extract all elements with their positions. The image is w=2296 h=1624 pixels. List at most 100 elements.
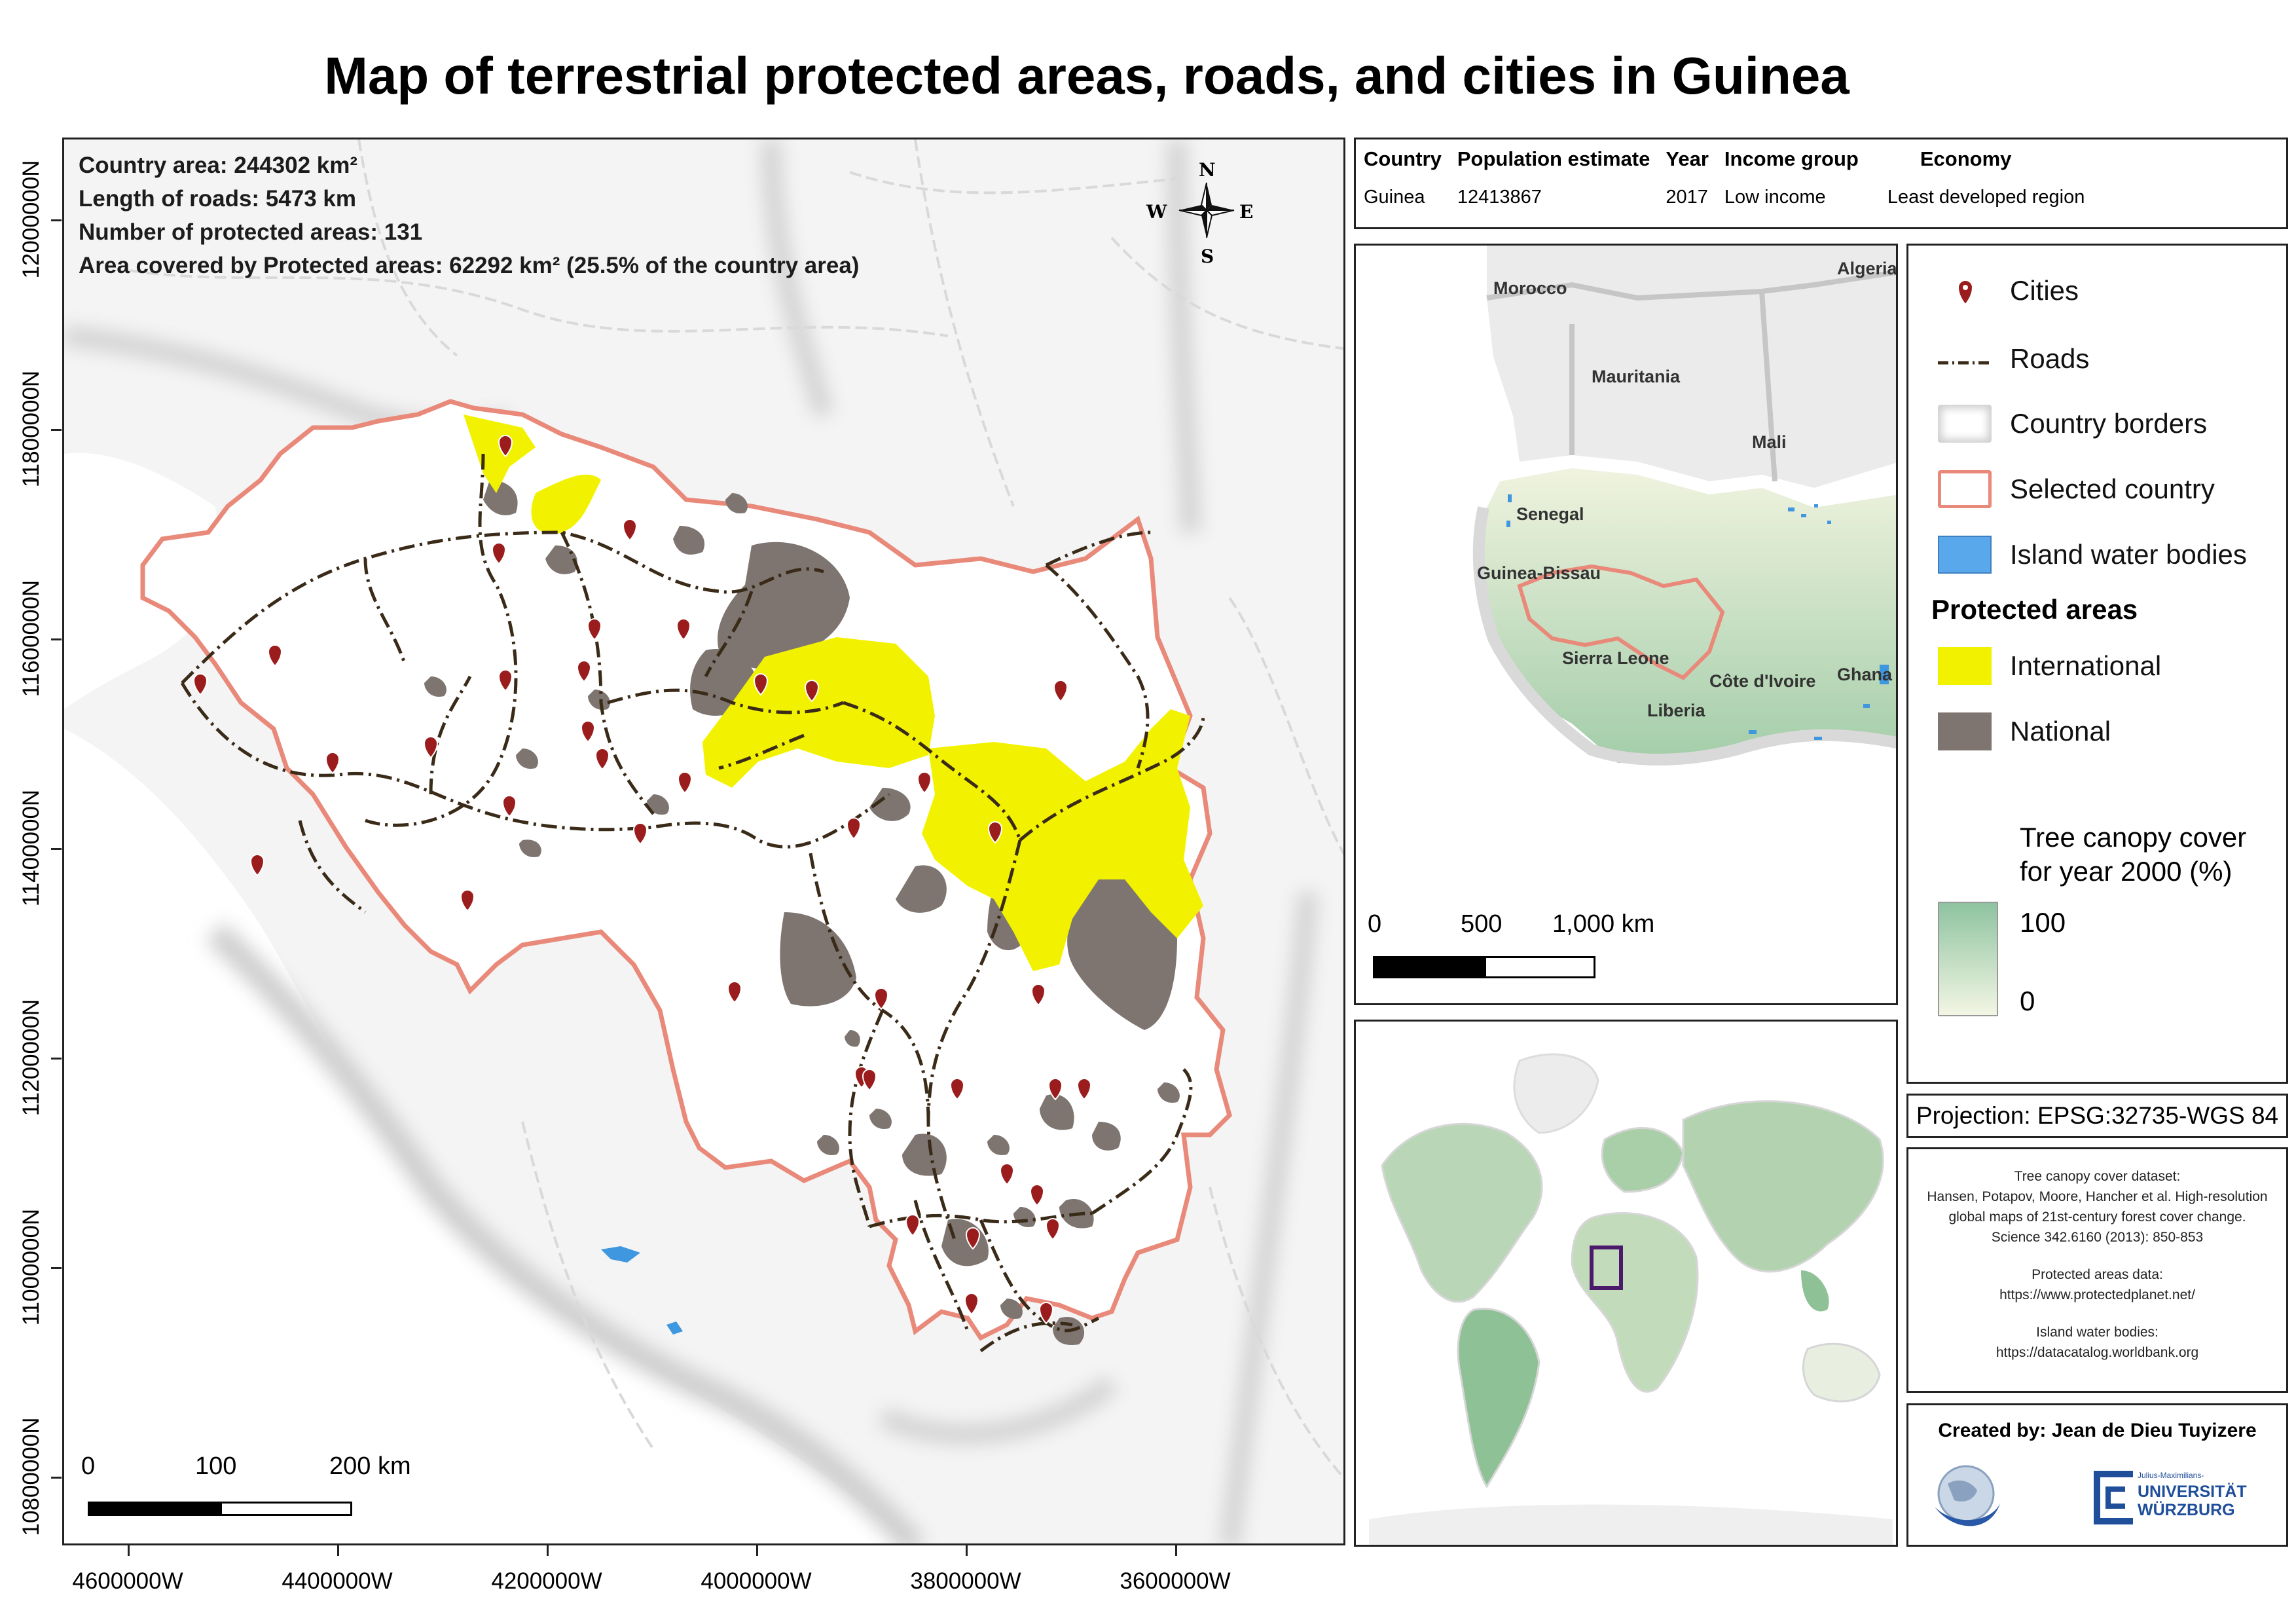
x-tick-mark: [966, 1545, 968, 1556]
compass-e: E: [1239, 201, 1254, 223]
canopy-source-line-2: Hansen, Potapov, Moore, Hancher et al. H…: [1927, 1189, 2268, 1204]
canopy-source-line-1: Tree canopy cover dataset:: [2014, 1169, 2181, 1184]
university-top-text: Julius-Maximilians-: [2138, 1471, 2204, 1480]
island-water-bodies: [601, 1246, 683, 1335]
region-scale-1000: 1,000 km: [1552, 910, 1655, 938]
canopy-source-line-3: global maps of 21st-century forest cover…: [1948, 1209, 2246, 1225]
projection-box: Projection: EPSG:32735-WGS 84: [1906, 1094, 2288, 1138]
compass-w: W: [1146, 201, 1167, 223]
water-source-link[interactable]: https://datacatalog.worldbank.org: [1995, 1345, 2199, 1360]
international-swatch: [1938, 647, 1992, 685]
road-network: [180, 453, 1205, 1353]
blue-water-swatch: [1938, 536, 1992, 574]
canopy-min-label: 0: [2020, 986, 2035, 1016]
protected-count-text: Number of protected areas: 131: [79, 219, 423, 245]
header-country: Country: [1364, 147, 1442, 170]
label-mauritania: Mauritania: [1592, 367, 1681, 386]
x-tick-mark: [756, 1545, 758, 1556]
country-area-text: Country area: 244302 km²: [79, 153, 358, 178]
legend-label-cities: Cities: [2010, 275, 2079, 306]
guinea-country-outline[interactable]: [140, 399, 1232, 1341]
scale-bar: [88, 1502, 352, 1516]
protected-source-line-1: Protected areas data:: [2032, 1267, 2163, 1282]
university-name: UNIVERSITÄT WÜRZBURG: [2138, 1483, 2247, 1519]
y-tick-1: 12000000N: [18, 160, 44, 279]
region-scale-bar: [1373, 956, 1595, 978]
legend-label-selected-country: Selected country: [2010, 473, 2215, 504]
world-locator-map[interactable]: [1354, 1020, 1898, 1547]
header-year: Year: [1666, 147, 1709, 170]
city-marker-icon: [1957, 280, 1974, 306]
x-tick-mark: [128, 1545, 130, 1556]
roads-length-text: Length of roads: 5473 km: [79, 186, 356, 212]
regional-locator-map[interactable]: Morocco Algeria Mauritania Mali Senegal …: [1354, 244, 1898, 1005]
protected-coverage-text: Area covered by Protected areas: 62292 k…: [79, 253, 860, 278]
header-population: Population estimate: [1457, 147, 1650, 170]
y-tick-mark: [51, 1477, 62, 1479]
label-sierra-leone: Sierra Leone: [1562, 648, 1669, 668]
university-name-line-2: WÜRZBURG: [2138, 1501, 2235, 1519]
legend-item-country-borders: Country borders: [1908, 405, 2286, 451]
legend-item-national: National: [1908, 712, 2286, 758]
label-algeria: Algeria: [1837, 259, 1897, 278]
country-statistics: Country area: 244302 km² Length of roads…: [79, 149, 859, 282]
y-tick-6: 11000000N: [18, 1208, 44, 1326]
label-senegal: Senegal: [1516, 504, 1584, 524]
data-sources-box: Tree canopy cover dataset: Hansen, Potap…: [1906, 1147, 2288, 1393]
y-tick-mark: [51, 429, 62, 431]
x-tick-3: 4200000W: [491, 1568, 602, 1594]
compass-rose-icon: [1178, 182, 1235, 238]
region-scale-0: 0: [1368, 910, 1382, 938]
cell-economy: Least developed region: [1887, 187, 2085, 208]
y-tick-mark: [51, 219, 62, 221]
y-tick-7: 10800000N: [18, 1417, 44, 1536]
location-highlight-box: [1590, 1246, 1623, 1290]
legend-item-water: Island water bodies: [1908, 536, 2286, 581]
regional-map-canvas: [1356, 246, 1896, 1003]
x-tick-mark: [337, 1545, 339, 1556]
canopy-gradient-bar: [1938, 902, 1998, 1016]
x-tick-mark: [547, 1545, 549, 1556]
x-tick-2: 4400000W: [282, 1568, 393, 1594]
wuerzburg-logo-icon: [2094, 1471, 2133, 1524]
canopy-title: Tree canopy cover for year 2000 (%): [2020, 821, 2246, 889]
legend-panel: Cities Roads Country borders Selected co…: [1906, 244, 2288, 1084]
legend-protected-heading: Protected areas: [1931, 594, 2138, 625]
main-map[interactable]: Country area: 244302 km² Length of roads…: [62, 138, 1345, 1545]
region-scale-500: 500: [1461, 910, 1503, 938]
national-swatch: [1938, 712, 1992, 750]
scale-label-100: 100: [195, 1452, 237, 1480]
label-ghana: Ghana: [1837, 665, 1893, 684]
label-mali: Mali: [1752, 432, 1787, 452]
label-cote-divoire: Côte d'Ivoire: [1709, 671, 1816, 691]
x-tick-mark: [1175, 1545, 1177, 1556]
red-border-swatch: [1938, 470, 1992, 508]
cell-year: 2017: [1666, 187, 1708, 208]
grey-border-swatch: [1938, 405, 1992, 443]
protected-source: Protected areas data: https://www.protec…: [1908, 1264, 2286, 1305]
projection-text: Projection: EPSG:32735-WGS 84: [1916, 1102, 2279, 1129]
legend-item-international: International: [1908, 647, 2286, 693]
credits-box: Created by: Jean de Dieu Tuyizere Julius…: [1906, 1403, 2288, 1547]
page-title: Map of terrestrial protected areas, road…: [324, 46, 1850, 105]
legend-item-roads: Roads: [1908, 340, 2286, 386]
scale-label-200: 200 km: [329, 1452, 411, 1480]
cell-population: 12413867: [1457, 187, 1542, 208]
y-tick-3: 11600000N: [18, 580, 44, 697]
university-name-line-1: UNIVERSITÄT: [2138, 1483, 2247, 1501]
water-source: Island water bodies: https://datacatalog…: [1908, 1322, 2286, 1363]
world-map-canvas: [1356, 1022, 1896, 1545]
legend-label-country-borders: Country borders: [2010, 408, 2208, 439]
label-liberia: Liberia: [1647, 701, 1705, 720]
compass-s: S: [1201, 246, 1214, 267]
legend-item-cities: Cities: [1908, 272, 2286, 318]
created-by-text: Created by: Jean de Dieu Tuyizere: [1938, 1420, 2257, 1441]
protected-source-link[interactable]: https://www.protectedplanet.net/: [1999, 1287, 2195, 1302]
compass-n: N: [1199, 159, 1216, 181]
globe-logo-icon: [1935, 1465, 2000, 1526]
canopy-source-line-4: Science 342.6160 (2013): 850-853: [1991, 1230, 2204, 1245]
header-economy: Economy: [1920, 147, 2012, 170]
canopy-source: Tree canopy cover dataset: Hansen, Potap…: [1908, 1166, 2286, 1247]
country-info-table: Country Population estimate Year Income …: [1354, 138, 2288, 229]
cell-income: Low income: [1724, 187, 1826, 208]
